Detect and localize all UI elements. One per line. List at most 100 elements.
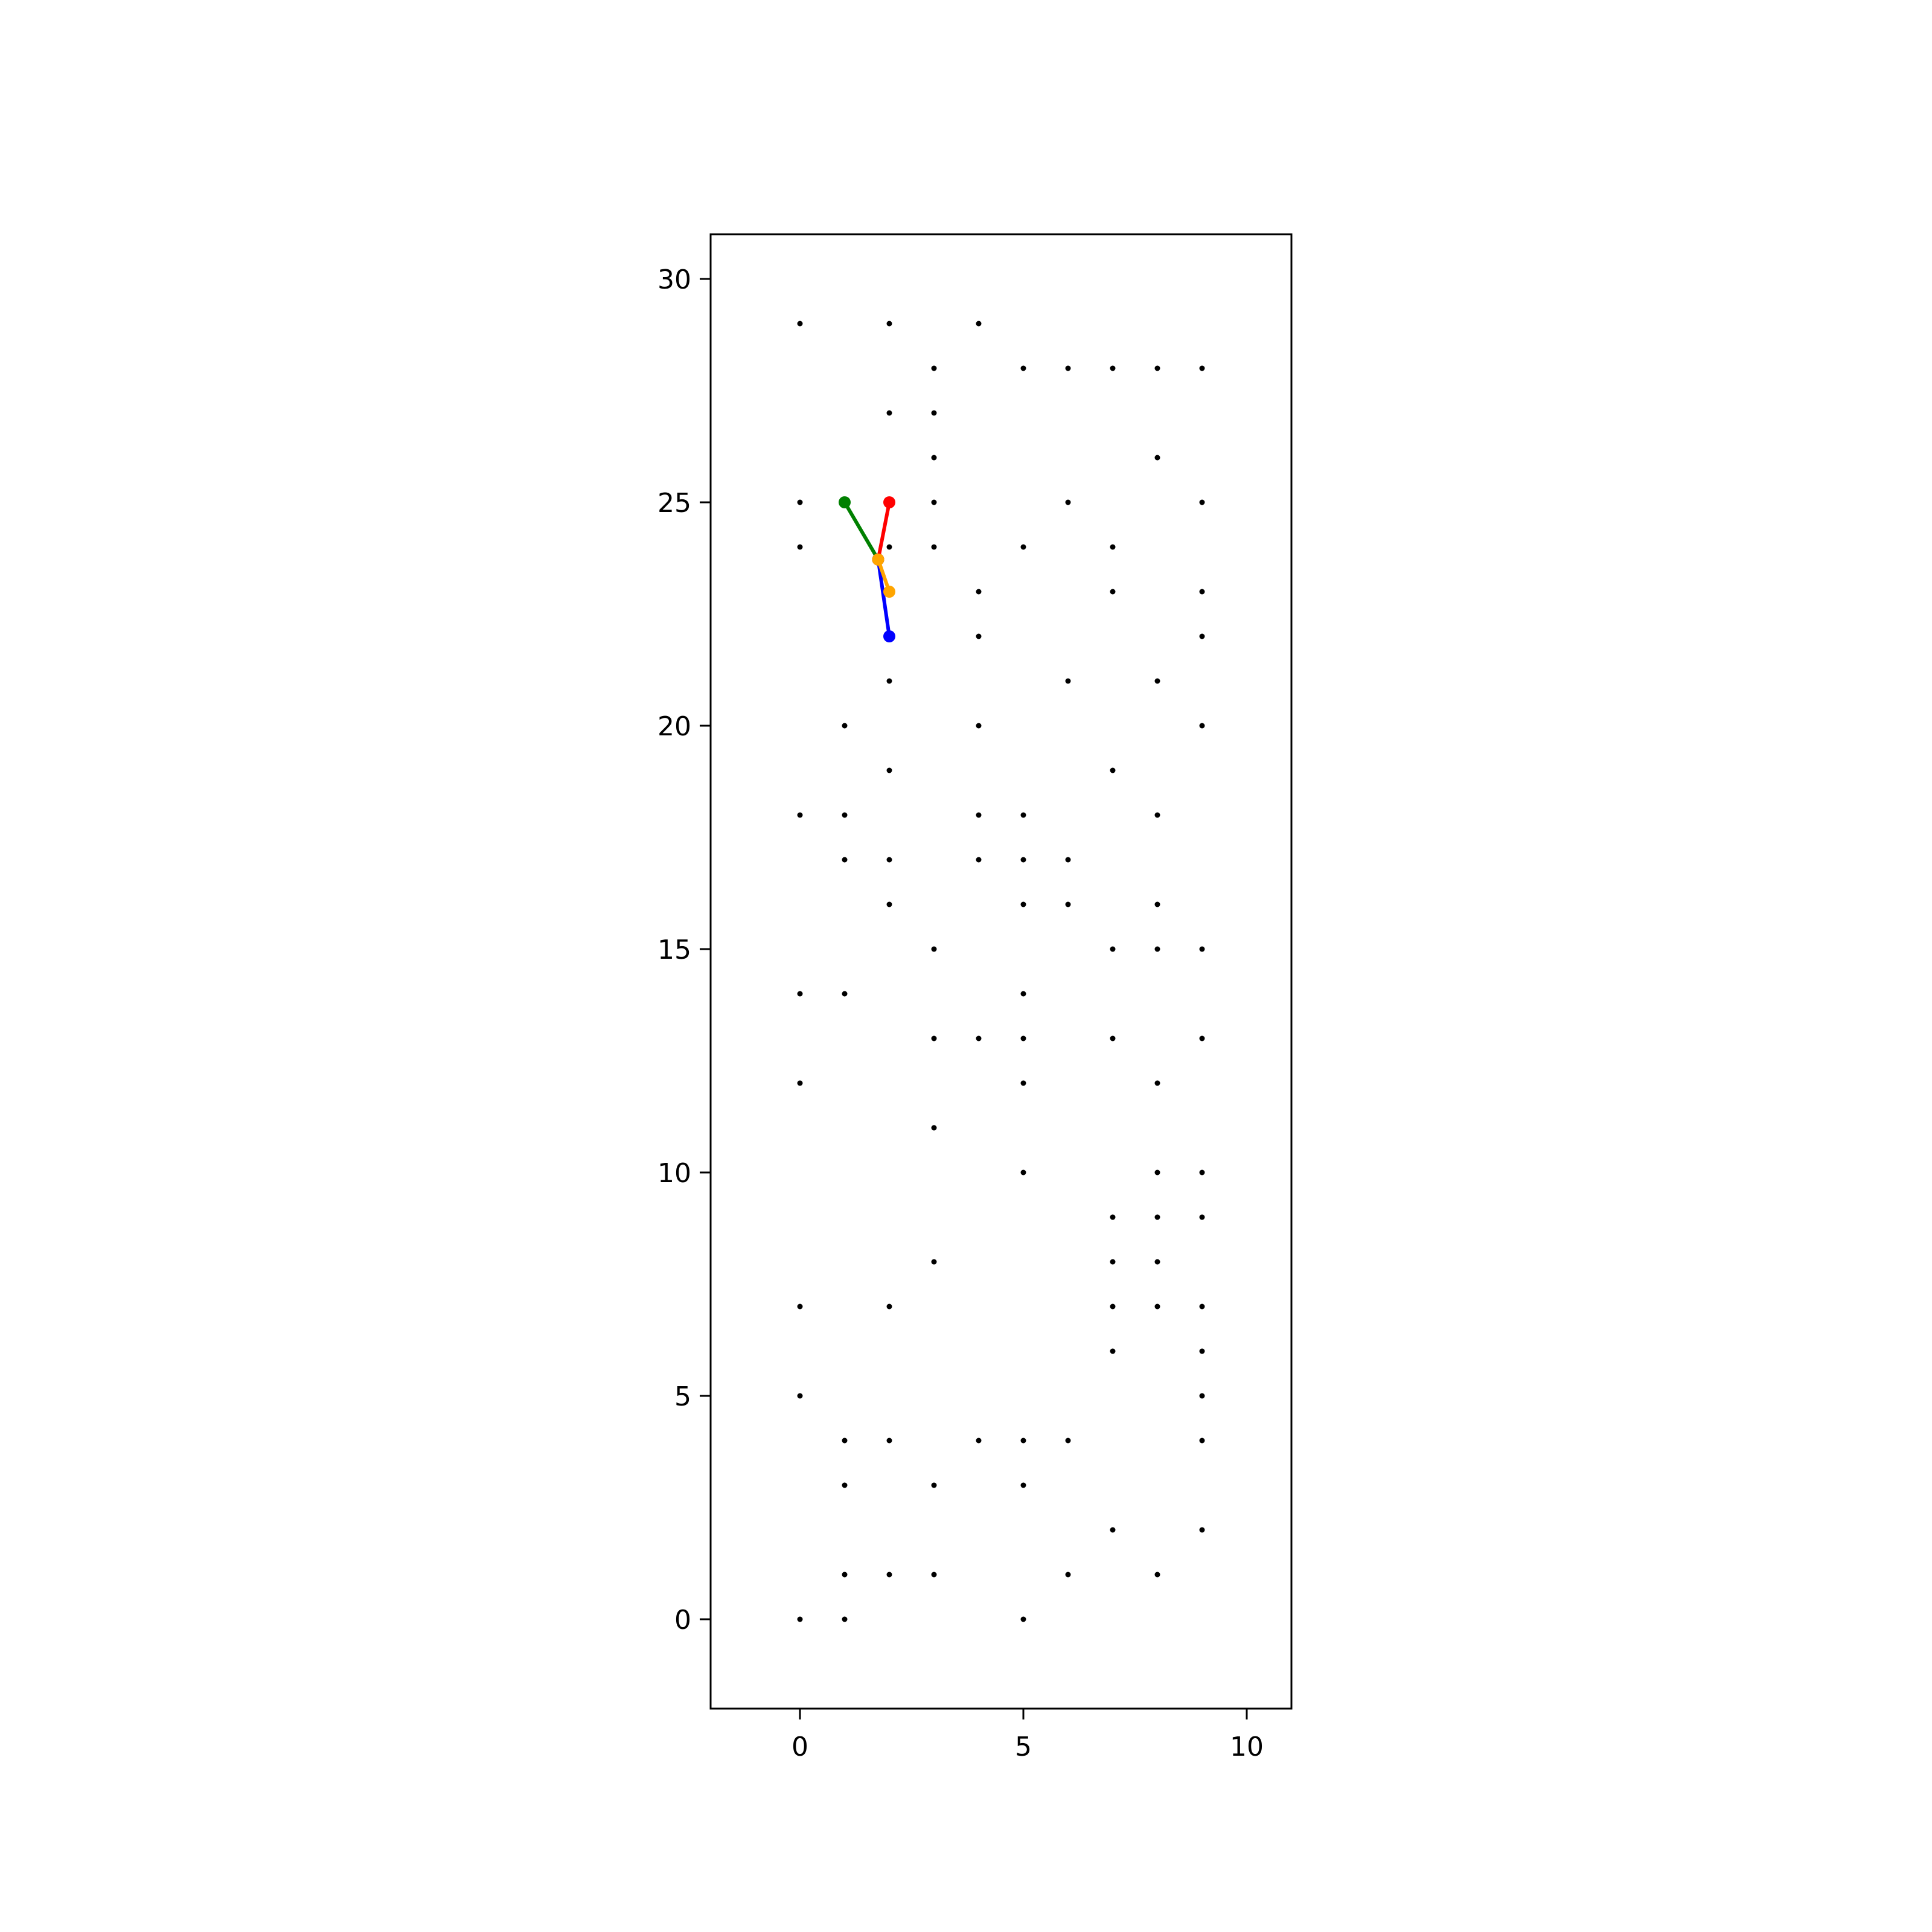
- scatter-point: [1020, 1482, 1026, 1488]
- scatter-point: [1020, 1616, 1026, 1622]
- axis-ticks: 0 5 10 0 5 10 15 20 25 30: [657, 264, 1264, 1762]
- segment-start-marker: [839, 496, 851, 508]
- scatter-point: [797, 499, 803, 505]
- scatter-point: [886, 901, 892, 907]
- scatter-point: [1020, 1035, 1026, 1041]
- scatter-point: [1020, 857, 1026, 863]
- scatter-point: [931, 410, 937, 416]
- scatter-point: [931, 1482, 937, 1488]
- scatter-point: [1020, 812, 1026, 818]
- scatter-point: [976, 1035, 982, 1041]
- scatter-point: [1020, 544, 1026, 550]
- scatter-point: [886, 1572, 892, 1578]
- scatter-point: [797, 1393, 803, 1399]
- scatter-point: [1154, 1214, 1160, 1220]
- y-tick-label: 20: [657, 711, 691, 742]
- scatter-point: [1199, 1214, 1205, 1220]
- scatter-point: [1065, 857, 1071, 863]
- scatter-point: [931, 365, 937, 371]
- scatter-point: [1110, 544, 1116, 550]
- scatter-point: [797, 544, 803, 550]
- scatter-point: [1020, 1438, 1026, 1444]
- scatter-point: [931, 1572, 937, 1578]
- scatter-point: [976, 857, 982, 863]
- segment-start-marker: [883, 630, 895, 642]
- scatter-point: [1154, 1080, 1160, 1086]
- scatter-point: [1199, 1438, 1205, 1444]
- scatter-point: [1110, 767, 1116, 773]
- x-tick-label: 5: [1015, 1732, 1032, 1762]
- scatter-point: [1154, 1572, 1160, 1578]
- scatter-point: [931, 1125, 937, 1131]
- scatter-point: [931, 544, 937, 550]
- scatter-point: [842, 723, 848, 729]
- scatter-point: [1110, 946, 1116, 952]
- path-segment: [872, 553, 895, 598]
- scatter-point: [1199, 499, 1205, 505]
- scatter-point: [842, 991, 848, 997]
- segment-start-marker: [883, 586, 895, 598]
- scatter-point: [797, 1616, 803, 1622]
- scatter-point: [1065, 1438, 1071, 1444]
- scatter-point: [1154, 1303, 1160, 1310]
- scatter-point: [1110, 589, 1116, 595]
- x-tick-label: 10: [1230, 1732, 1264, 1762]
- scatter-point: [976, 1438, 982, 1444]
- scatter-point: [1020, 365, 1026, 371]
- y-tick-label: 25: [657, 488, 691, 519]
- scatter-point: [886, 1303, 892, 1310]
- scatter-point: [886, 544, 892, 550]
- scatter-point: [1154, 1169, 1160, 1176]
- scatter-point: [1065, 678, 1071, 684]
- scatter-point: [1199, 1035, 1205, 1041]
- scatter-point: [1110, 1348, 1116, 1354]
- scatter-point: [1199, 365, 1205, 371]
- plot-frame: [709, 233, 1293, 1710]
- scatter-point: [1199, 1303, 1205, 1310]
- scatter-point: [886, 1438, 892, 1444]
- scatter-point: [886, 857, 892, 863]
- scatter-point: [1199, 1393, 1205, 1399]
- scatter-point: [1199, 1527, 1205, 1533]
- scatter-point: [842, 1482, 848, 1488]
- scatter-point: [976, 633, 982, 639]
- scatter-point: [842, 1572, 848, 1578]
- scatter-point: [1199, 946, 1205, 952]
- scatter-point: [976, 589, 982, 595]
- scatter-point: [1154, 455, 1160, 461]
- segment-line: [876, 501, 891, 561]
- scatter-point: [931, 455, 937, 461]
- scatter-point: [1199, 633, 1205, 639]
- scatter-point: [1065, 499, 1071, 505]
- scatter-point: [1154, 365, 1160, 371]
- scatter-point: [976, 321, 982, 327]
- scatter-point: [797, 321, 803, 327]
- scatter-point: [931, 1035, 937, 1041]
- scatter-point: [1154, 901, 1160, 907]
- y-tick-label: 15: [657, 935, 691, 965]
- segment-start-marker: [883, 496, 895, 508]
- scatter-point: [1199, 723, 1205, 729]
- scatter-point: [1110, 1303, 1116, 1310]
- scatter-point: [931, 946, 937, 952]
- scatter-point: [1020, 991, 1026, 997]
- scatter-point: [886, 767, 892, 773]
- segment-line: [876, 557, 891, 638]
- scatter-point: [842, 1616, 848, 1622]
- x-tick-label: 0: [792, 1732, 808, 1762]
- segment-end-marker: [872, 553, 884, 566]
- scatter-point: [976, 812, 982, 818]
- scatter-point: [1110, 365, 1116, 371]
- scatter-point: [797, 1303, 803, 1310]
- scatter-point: [1154, 1259, 1160, 1265]
- plot-marks: [797, 321, 1205, 1622]
- scatter-point: [1020, 901, 1026, 907]
- scatter-point: [842, 1438, 848, 1444]
- scatter-point: [1154, 812, 1160, 818]
- scatter-point: [1065, 1572, 1071, 1578]
- scatter-point: [1154, 946, 1160, 952]
- scatter-point: [886, 410, 892, 416]
- scatter-point: [886, 678, 892, 684]
